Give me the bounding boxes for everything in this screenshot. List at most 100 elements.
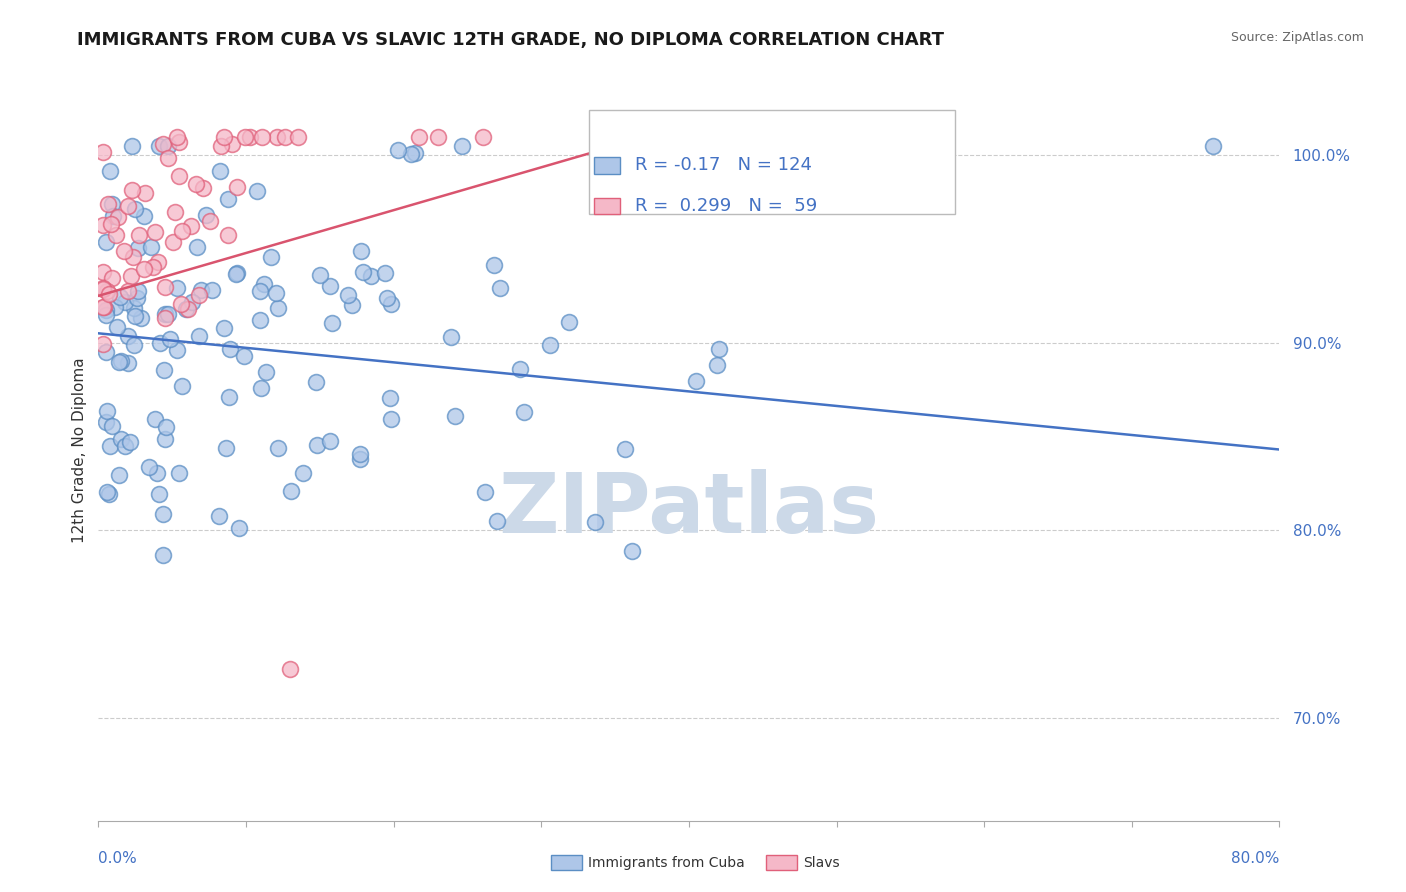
Point [305, 438, 328, 452]
Point [104, 300, 127, 314]
Point [321, 316, 343, 330]
Point [98, 164, 121, 178]
Point [166, 129, 188, 144]
Point [399, 147, 422, 161]
Point [208, 164, 231, 178]
Point [96, 484, 118, 499]
Point [107, 210, 129, 224]
Point [181, 295, 204, 310]
Point [250, 381, 273, 395]
Point [127, 284, 149, 298]
Text: 80.0%: 80.0% [1232, 851, 1279, 866]
Point [134, 186, 156, 200]
Point [146, 255, 169, 269]
Point [94, 345, 117, 359]
Point [138, 459, 160, 474]
Point [308, 268, 330, 282]
Point [155, 420, 177, 434]
Point [217, 192, 239, 206]
Text: IMMIGRANTS FROM CUBA VS SLAVIC 12TH GRADE, NO DIPLOMA CORRELATION CHART: IMMIGRANTS FROM CUBA VS SLAVIC 12TH GRAD… [77, 31, 945, 49]
Point [167, 466, 190, 480]
Point [186, 177, 208, 191]
Point [215, 442, 238, 456]
Point [509, 361, 531, 376]
Point [91, 336, 114, 351]
Point [96, 284, 118, 298]
Point [280, 662, 302, 676]
Point [94, 415, 117, 429]
Point [352, 264, 374, 278]
Point [157, 139, 180, 153]
Point [121, 183, 143, 197]
Point [152, 507, 174, 521]
Point [108, 355, 131, 369]
Point [152, 549, 174, 563]
Point [249, 284, 271, 298]
Point [122, 250, 145, 264]
Point [319, 279, 342, 293]
Point [360, 268, 382, 283]
FancyBboxPatch shape [595, 198, 620, 214]
Point [319, 434, 342, 448]
Point [100, 217, 122, 231]
Point [110, 432, 132, 446]
Point [149, 336, 172, 351]
Point [380, 391, 402, 405]
Point [233, 129, 256, 144]
Point [198, 214, 221, 228]
Point [260, 251, 283, 265]
Point [91, 281, 114, 295]
Point [254, 365, 277, 379]
Point [122, 301, 145, 315]
Point [264, 285, 287, 300]
Point [98, 286, 121, 301]
Point [124, 338, 146, 352]
Point [707, 343, 730, 357]
Point [101, 419, 124, 434]
Point [387, 143, 409, 157]
Point [148, 487, 170, 501]
Point [101, 209, 124, 223]
Point [157, 307, 180, 321]
Point [141, 240, 163, 254]
Point [132, 261, 155, 276]
Point [163, 205, 186, 219]
Point [105, 320, 128, 334]
Point [157, 151, 180, 165]
Point [488, 281, 510, 295]
Point [443, 409, 465, 423]
Point [246, 184, 269, 198]
Point [280, 483, 302, 498]
Text: R =  0.299   N =  59: R = 0.299 N = 59 [634, 197, 817, 215]
Point [512, 404, 534, 418]
Point [167, 169, 190, 183]
Point [91, 282, 114, 296]
Point [107, 468, 129, 483]
Text: Slavs: Slavs [803, 855, 839, 870]
Point [162, 235, 184, 249]
Point [117, 356, 139, 370]
Point [440, 330, 463, 344]
Point [212, 129, 235, 144]
Point [143, 412, 166, 426]
Point [474, 485, 496, 500]
Point [128, 227, 150, 242]
Point [482, 258, 505, 272]
Text: ZIPatlas: ZIPatlas [499, 469, 879, 550]
Text: Immigrants from Cuba: Immigrants from Cuba [588, 855, 744, 870]
Point [91, 301, 114, 315]
Point [190, 283, 212, 297]
Point [146, 466, 169, 480]
Point [217, 228, 239, 243]
Point [94, 308, 117, 322]
Point [208, 508, 231, 523]
Point [134, 209, 156, 223]
Point [221, 137, 243, 152]
Point [91, 219, 114, 233]
Point [486, 514, 509, 528]
Point [187, 329, 209, 343]
Point [226, 266, 249, 280]
Point [614, 442, 637, 457]
Point [195, 209, 218, 223]
Point [101, 197, 124, 211]
